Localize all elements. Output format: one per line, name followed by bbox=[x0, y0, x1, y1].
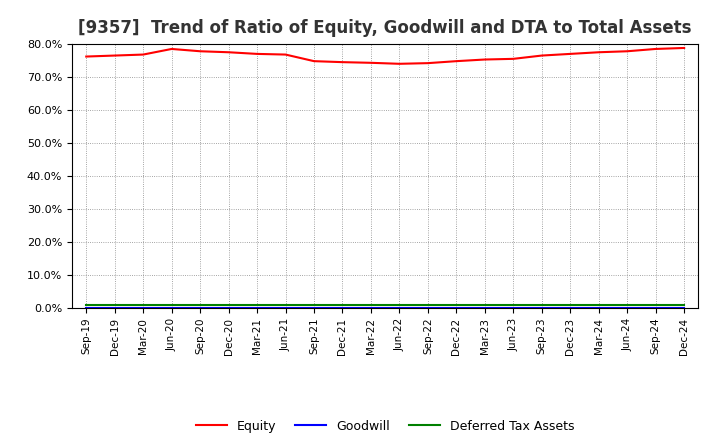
Deferred Tax Assets bbox=[225, 303, 233, 308]
Goodwill bbox=[423, 305, 432, 311]
Deferred Tax Assets bbox=[595, 303, 603, 308]
Equity bbox=[167, 46, 176, 51]
Goodwill bbox=[310, 305, 318, 311]
Equity bbox=[310, 59, 318, 64]
Goodwill bbox=[139, 305, 148, 311]
Title: [9357]  Trend of Ratio of Equity, Goodwill and DTA to Total Assets: [9357] Trend of Ratio of Equity, Goodwil… bbox=[78, 19, 692, 37]
Equity bbox=[196, 48, 204, 54]
Deferred Tax Assets bbox=[652, 303, 660, 308]
Equity bbox=[595, 50, 603, 55]
Goodwill bbox=[82, 305, 91, 311]
Deferred Tax Assets bbox=[282, 303, 290, 308]
Equity bbox=[139, 52, 148, 57]
Goodwill bbox=[652, 305, 660, 311]
Equity bbox=[480, 57, 489, 62]
Deferred Tax Assets bbox=[623, 303, 631, 308]
Goodwill bbox=[595, 305, 603, 311]
Goodwill bbox=[480, 305, 489, 311]
Deferred Tax Assets bbox=[167, 303, 176, 308]
Deferred Tax Assets bbox=[509, 303, 518, 308]
Legend: Equity, Goodwill, Deferred Tax Assets: Equity, Goodwill, Deferred Tax Assets bbox=[191, 414, 580, 437]
Line: Equity: Equity bbox=[86, 48, 684, 64]
Equity bbox=[395, 61, 404, 66]
Deferred Tax Assets bbox=[452, 303, 461, 308]
Deferred Tax Assets bbox=[366, 303, 375, 308]
Equity bbox=[110, 53, 119, 58]
Equity bbox=[423, 60, 432, 66]
Deferred Tax Assets bbox=[82, 303, 91, 308]
Deferred Tax Assets bbox=[395, 303, 404, 308]
Goodwill bbox=[282, 305, 290, 311]
Goodwill bbox=[366, 305, 375, 311]
Goodwill bbox=[680, 305, 688, 311]
Equity bbox=[537, 53, 546, 58]
Goodwill bbox=[395, 305, 404, 311]
Deferred Tax Assets bbox=[139, 303, 148, 308]
Deferred Tax Assets bbox=[196, 303, 204, 308]
Goodwill bbox=[196, 305, 204, 311]
Goodwill bbox=[225, 305, 233, 311]
Goodwill bbox=[537, 305, 546, 311]
Equity bbox=[366, 60, 375, 66]
Equity bbox=[452, 59, 461, 64]
Goodwill bbox=[110, 305, 119, 311]
Goodwill bbox=[509, 305, 518, 311]
Deferred Tax Assets bbox=[480, 303, 489, 308]
Equity bbox=[623, 48, 631, 54]
Equity bbox=[225, 50, 233, 55]
Equity bbox=[566, 51, 575, 56]
Equity bbox=[652, 46, 660, 51]
Equity bbox=[509, 56, 518, 62]
Deferred Tax Assets bbox=[110, 303, 119, 308]
Equity bbox=[338, 59, 347, 65]
Goodwill bbox=[253, 305, 261, 311]
Equity bbox=[680, 45, 688, 51]
Deferred Tax Assets bbox=[566, 303, 575, 308]
Deferred Tax Assets bbox=[680, 303, 688, 308]
Deferred Tax Assets bbox=[338, 303, 347, 308]
Goodwill bbox=[566, 305, 575, 311]
Goodwill bbox=[338, 305, 347, 311]
Goodwill bbox=[452, 305, 461, 311]
Deferred Tax Assets bbox=[253, 303, 261, 308]
Deferred Tax Assets bbox=[423, 303, 432, 308]
Goodwill bbox=[623, 305, 631, 311]
Equity bbox=[282, 52, 290, 57]
Equity bbox=[82, 54, 91, 59]
Equity bbox=[253, 51, 261, 56]
Deferred Tax Assets bbox=[537, 303, 546, 308]
Goodwill bbox=[167, 305, 176, 311]
Deferred Tax Assets bbox=[310, 303, 318, 308]
